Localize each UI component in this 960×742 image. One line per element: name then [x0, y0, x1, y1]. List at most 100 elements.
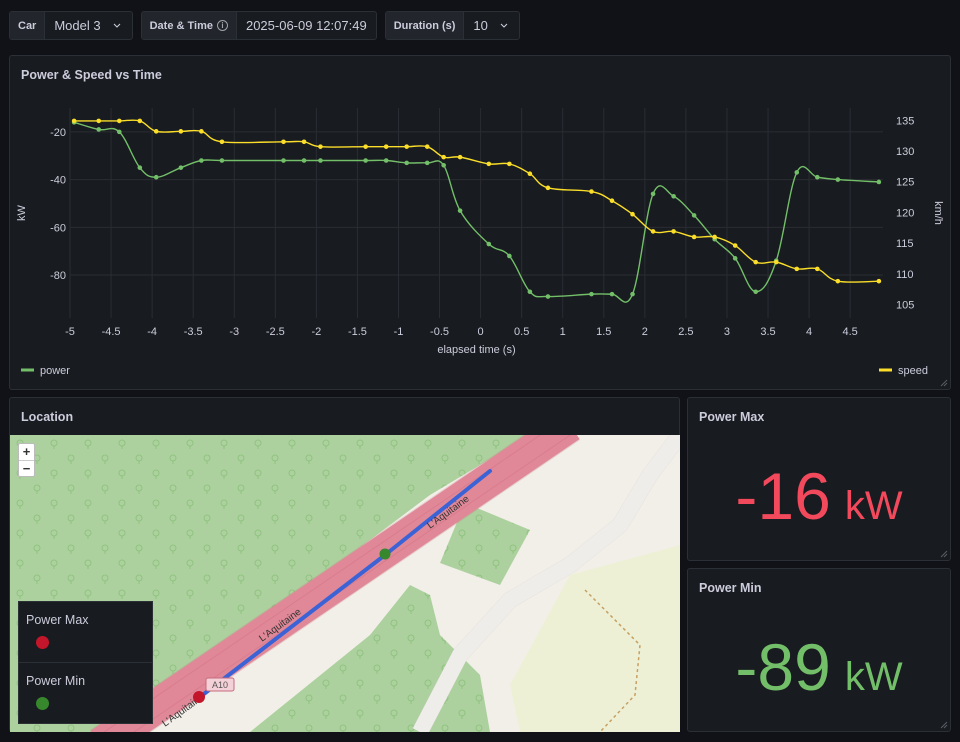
car-select[interactable]: Model 3 — [45, 12, 131, 39]
power-data-point — [137, 165, 143, 170]
route-shield — [205, 677, 235, 692]
power-min-marker[interactable] — [379, 548, 391, 560]
legend-dot-icon — [36, 697, 49, 710]
power-max-stat: -16 kW — [688, 458, 950, 534]
variables-bar: Car Model 3 Date & Time i 2025-06-09 12:… — [9, 11, 520, 40]
power-max-marker[interactable] — [193, 691, 205, 703]
resize-handle-icon[interactable] — [940, 721, 948, 729]
y2-tick-label: 115 — [896, 238, 914, 250]
stat-value: -16 — [735, 459, 831, 533]
speed-data-point — [773, 259, 779, 265]
panel-title: Power Max — [699, 410, 765, 424]
speed-data-point — [318, 144, 323, 149]
datetime-input[interactable]: 2025-06-09 12:07:49 — [237, 12, 376, 39]
chevron-down-icon — [111, 20, 123, 32]
speed-data-point — [383, 144, 389, 149]
power-data-point — [589, 291, 594, 297]
legend-speed-label: speed — [898, 365, 928, 377]
legend-dot-icon — [36, 636, 49, 649]
car-variable: Car Model 3 — [9, 11, 133, 40]
y2-tick-label: 110 — [896, 269, 914, 281]
power-speed-chart: -5 -4.5 -4 -3.5 -3 -2.5 -2 -1.5 -1 -0.5 0 0.5 1 1.5 2 2… — [16, 108, 944, 377]
power-data-point — [219, 158, 225, 163]
power-data-point — [609, 291, 615, 297]
speed-data-point — [650, 229, 656, 234]
datetime-label: Date & Time — [149, 19, 213, 32]
power-series-line — [73, 121, 879, 303]
x-tick-label: 1 — [560, 326, 566, 338]
panel-title: Power Min — [699, 581, 762, 595]
power-data-point — [363, 158, 368, 163]
car-label: Car — [10, 12, 46, 39]
zoom-out-button[interactable]: − — [19, 460, 34, 476]
datetime-label-wrap: Date & Time i — [141, 12, 237, 39]
speed-data-point — [630, 211, 635, 217]
x-tick-label: -4.5 — [102, 326, 121, 338]
speed-data-point — [712, 234, 717, 240]
stat-value: -89 — [735, 630, 831, 704]
power-data-point — [116, 129, 122, 135]
power-data-point — [876, 179, 882, 185]
datetime-variable: Date & Time i 2025-06-09 12:07:49 — [140, 11, 377, 40]
speed-data-point — [137, 118, 143, 124]
chevron-down-icon — [498, 20, 510, 32]
speed-data-point — [363, 144, 368, 149]
car-value: Model 3 — [54, 18, 101, 33]
panel-title: Location — [21, 410, 74, 424]
speed-data-point — [441, 154, 446, 160]
y2-tick-label: 125 — [896, 177, 914, 189]
speed-data-point — [301, 139, 307, 145]
legend-power-label: power — [40, 365, 70, 377]
y2-tick-label: 105 — [896, 299, 914, 311]
x-tick-label: -4 — [147, 326, 157, 338]
info-icon[interactable]: i — [216, 20, 228, 31]
speed-data-point — [116, 118, 122, 124]
x-tick-label: -2.5 — [266, 326, 285, 338]
x-tick-label: -3 — [229, 326, 239, 338]
power-data-point — [650, 191, 656, 197]
x-tick-label: -2 — [311, 326, 321, 338]
legend-label: Power Min — [26, 674, 86, 688]
power-data-point — [424, 160, 430, 166]
resize-handle-icon[interactable] — [940, 379, 948, 387]
speed-data-point — [507, 161, 512, 167]
x-axis-label: elapsed time (s) — [437, 344, 515, 356]
x-tick-label: 1.5 — [596, 326, 611, 338]
y2-tick-label: 135 — [896, 115, 914, 127]
x-tick-label: -3.5 — [184, 326, 203, 338]
stat-unit: kW — [844, 484, 903, 528]
speed-data-point — [753, 259, 759, 265]
speed-data-point — [794, 266, 800, 272]
power-speed-panel: Power & Speed vs Time -5 -4.5 -4 -3.5 -3 -2.5… — [9, 55, 951, 390]
power-data-point — [691, 213, 697, 218]
zoom-control: + − — [18, 443, 35, 477]
power-data-point — [671, 193, 676, 199]
speed-data-point — [199, 129, 204, 134]
speed-data-point — [178, 129, 184, 134]
zoom-in-button[interactable]: + — [22, 444, 31, 459]
y-axis-label: kW — [16, 204, 28, 221]
power-data-point — [835, 177, 841, 182]
duration-select[interactable]: 10 — [464, 12, 518, 39]
x-tick-label: 4.5 — [843, 326, 858, 338]
x-tick-label: 3 — [724, 326, 730, 338]
speed-data-point — [96, 118, 102, 124]
speed-data-point — [71, 118, 77, 124]
speed-data-point — [527, 171, 533, 177]
x-tick-label: 4 — [806, 326, 812, 338]
x-tick-label: 0.5 — [514, 326, 529, 338]
resize-handle-icon[interactable] — [940, 550, 948, 558]
power-min-stat: -89 kW — [688, 629, 950, 705]
power-data-point — [815, 174, 820, 180]
speed-data-point — [589, 189, 594, 194]
power-data-point — [281, 158, 286, 163]
power-data-point — [153, 174, 159, 180]
power-data-point — [630, 291, 635, 297]
speed-data-point — [876, 278, 882, 284]
panel-title: Power & Speed vs Time — [21, 68, 162, 82]
power-data-point — [441, 162, 446, 168]
power-data-point — [507, 253, 512, 259]
map-viewport[interactable]: L'Aquitaine L'Aquitaine L'Aquitaine A10 … — [10, 435, 680, 732]
power-max-panel: Power Max -16 kW — [687, 397, 951, 561]
y2-tick-label: 120 — [896, 207, 914, 219]
